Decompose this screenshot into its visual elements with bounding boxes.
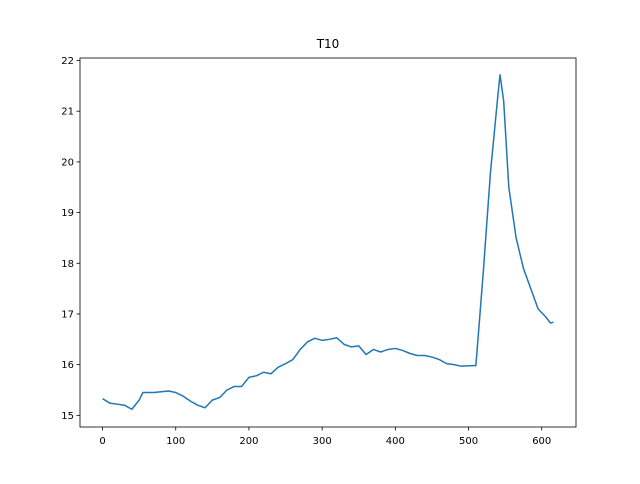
- x-tick-label: 100: [166, 436, 185, 447]
- plot-frame: [79, 57, 577, 428]
- y-tick-label: 15: [61, 411, 74, 422]
- line-series: [102, 73, 554, 411]
- x-tick-label: 300: [313, 436, 332, 447]
- x-tick-label: 600: [532, 436, 551, 447]
- x-tick-label: 0: [99, 436, 105, 447]
- y-tick-label: 16: [61, 360, 74, 371]
- y-tick-label: 19: [61, 208, 74, 219]
- x-tick-label: 200: [239, 436, 258, 447]
- y-tick-label: 22: [61, 56, 74, 67]
- y-tick-label: 18: [61, 259, 74, 270]
- x-tick-label: 400: [386, 436, 405, 447]
- x-tick-label: 500: [459, 436, 478, 447]
- y-tick-label: 17: [61, 309, 74, 320]
- y-tick-label: 20: [61, 157, 74, 168]
- chart-title: T10: [316, 37, 340, 51]
- y-tick-label: 21: [61, 107, 74, 118]
